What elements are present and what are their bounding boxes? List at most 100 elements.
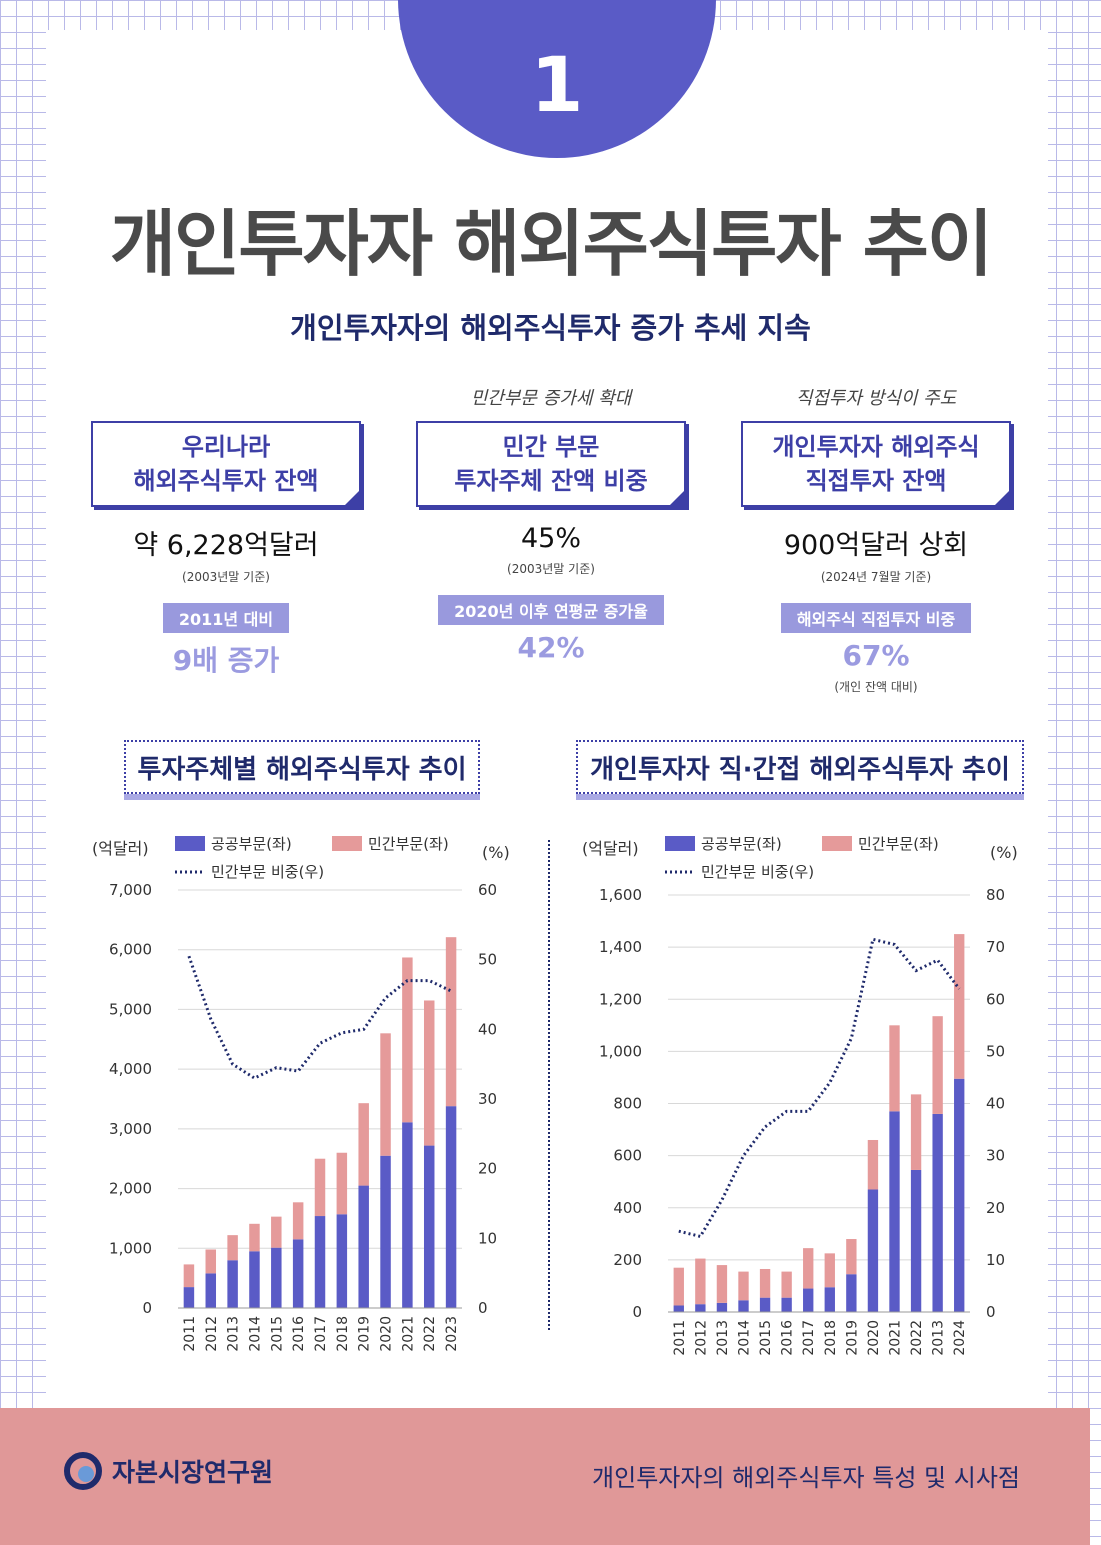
stat-card: 개인투자자 해외주식 직접투자 잔액	[741, 421, 1011, 507]
bar-public	[358, 1185, 369, 1308]
y-tick-right: 10	[478, 1229, 497, 1247]
bar-public	[423, 1145, 435, 1308]
y-tick-left: 5,000	[109, 1000, 152, 1018]
bar-private	[759, 1268, 771, 1298]
bar-private	[423, 1000, 435, 1146]
x-tick-label: 2012	[204, 1316, 220, 1352]
legend-label-public: 공공부문(좌)	[701, 835, 782, 853]
y-tick-left: 1,400	[599, 938, 642, 956]
x-tick-label: 2018	[823, 1320, 839, 1356]
x-tick-label: 2015	[758, 1320, 774, 1356]
x-tick-label: 2013	[226, 1316, 242, 1352]
stat-pill: 2020년 이후 연평균 증가율	[438, 595, 664, 625]
card-title-line1: 우리나라	[181, 433, 271, 461]
x-tick-label: 2021	[400, 1316, 416, 1352]
bar-public	[846, 1274, 857, 1312]
stat-pill: 2011년 대비	[162, 603, 290, 633]
page-title: 개인투자자 해외주식투자 추이	[109, 202, 993, 286]
stat-value: 약 6,228억달러	[133, 530, 319, 561]
bar-public	[249, 1251, 260, 1308]
legend-label-public: 공공부문(좌)	[211, 835, 292, 853]
x-tick-label: 2017	[801, 1320, 817, 1356]
y-tick-right: 30	[986, 1147, 1005, 1165]
series-line-private-share	[678, 937, 961, 1239]
bar-private	[445, 937, 457, 1107]
stat-footnote: (개인 잔액 대비)	[834, 680, 918, 694]
y-tick-right: 40	[478, 1020, 497, 1038]
y-tick-right: 50	[986, 1042, 1005, 1060]
legend-swatch-private	[822, 836, 852, 851]
bar-private	[867, 1139, 879, 1190]
bar-private	[183, 1264, 195, 1288]
y-tick-left: 3,000	[109, 1120, 152, 1138]
y-tick-left: 6,000	[109, 941, 152, 959]
bar-private	[716, 1265, 728, 1303]
bar-private	[803, 1248, 814, 1289]
stat-column-3: 직접투자 방식이 주도 개인투자자 해외주식 직접투자 잔액 900억달러 상회…	[736, 385, 1016, 695]
card-title-line2: 투자주체 잔액 비중	[454, 467, 648, 495]
stat-basis: (2024년 7월말 기준)	[820, 570, 932, 584]
bar-public	[336, 1214, 348, 1308]
card-fold-corner	[993, 489, 1011, 507]
stat-basis: (2003년말 기준)	[182, 570, 270, 584]
y-tick-left: 1,200	[599, 990, 642, 1008]
bar-private	[249, 1223, 260, 1252]
page-subtitle: 개인투자자의 해외주식투자 증가 추세 지속	[290, 311, 811, 345]
bar-private	[846, 1239, 857, 1275]
bar-public	[824, 1287, 835, 1312]
bar-private	[954, 934, 965, 1079]
bar-public	[910, 1169, 922, 1312]
y-tick-left: 0	[632, 1303, 642, 1321]
x-tick-label: 2020	[866, 1320, 882, 1356]
bar-private	[673, 1267, 684, 1306]
bar-private	[402, 957, 413, 1123]
bar-public	[781, 1297, 792, 1312]
x-tick-label: 2013	[715, 1320, 731, 1356]
y-tick-right: 20	[478, 1160, 497, 1178]
stat-value: 900억달러 상회	[783, 530, 969, 561]
bar-public	[292, 1239, 304, 1308]
stat-highlight: 42%	[517, 631, 585, 664]
x-tick-label: 2015	[269, 1316, 285, 1352]
bar-private	[824, 1253, 835, 1288]
x-tick-label: 2017	[313, 1316, 329, 1352]
x-tick-label: 2013	[931, 1320, 947, 1356]
x-tick-label: 2014	[737, 1320, 753, 1356]
legend-label-line: 민간부문 비중(우)	[211, 863, 324, 881]
bar-private	[910, 1094, 922, 1170]
x-tick-label: 2019	[357, 1316, 373, 1352]
x-tick-label: 2014	[247, 1316, 263, 1352]
y-tick-right: 40	[986, 1095, 1005, 1113]
content-sheet	[46, 30, 1048, 1410]
card-title-line2: 직접투자 잔액	[805, 467, 947, 495]
y-tick-left: 4,000	[109, 1060, 152, 1078]
bar-public	[932, 1113, 943, 1312]
bar-private	[889, 1025, 900, 1112]
bar-private	[781, 1271, 792, 1298]
y-tick-right: 80	[986, 886, 1005, 904]
x-tick-label: 2011	[182, 1316, 198, 1352]
legend-label-line: 민간부문 비중(우)	[701, 863, 814, 881]
card-fold-corner	[343, 489, 361, 507]
card-fold-corner	[668, 489, 686, 507]
bar-private	[227, 1235, 238, 1261]
section-title-right: 개인투자자 직·간접 해외주식투자 추이	[576, 740, 1024, 794]
stat-highlight: 67%	[842, 639, 910, 672]
stat-card: 민간 부문 투자주체 잔액 비중	[416, 421, 686, 507]
x-tick-label: 2012	[693, 1320, 709, 1356]
legend-label-private: 민간부문(좌)	[858, 835, 939, 853]
footer-bar	[0, 1408, 1090, 1545]
y-tick-left: 200	[613, 1251, 642, 1269]
bar-public	[716, 1302, 728, 1312]
y-tick-right: 30	[478, 1090, 497, 1108]
bar-public	[738, 1300, 749, 1312]
y-tick-right: 60	[478, 881, 497, 899]
y-axis-label-left: (억달러)	[582, 839, 639, 858]
x-tick-label: 2018	[335, 1316, 351, 1352]
card-note	[86, 385, 366, 413]
y-tick-left: 400	[613, 1199, 642, 1217]
bar-public	[954, 1078, 965, 1312]
section-title-left: 투자주체별 해외주식투자 추이	[124, 740, 480, 794]
stat-card: 우리나라 해외주식투자 잔액	[91, 421, 361, 507]
x-tick-label: 2011	[672, 1320, 688, 1356]
